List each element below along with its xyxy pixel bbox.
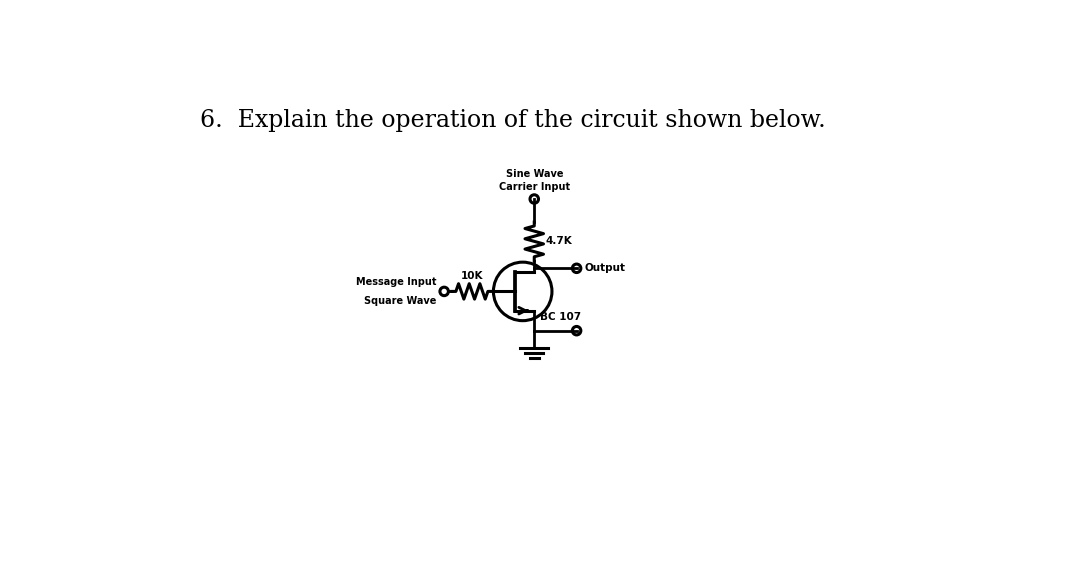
Text: 4.7K: 4.7K xyxy=(545,236,572,246)
Text: Message Input: Message Input xyxy=(356,277,436,287)
Text: Square Wave: Square Wave xyxy=(364,296,436,306)
Text: Sine Wave: Sine Wave xyxy=(505,169,563,180)
Text: BC 107: BC 107 xyxy=(540,312,581,322)
Text: Output: Output xyxy=(584,263,625,273)
Text: 6.  Explain the operation of the circuit shown below.: 6. Explain the operation of the circuit … xyxy=(200,108,826,131)
Text: 10K: 10K xyxy=(461,270,483,281)
Text: Carrier Input: Carrier Input xyxy=(499,182,570,192)
